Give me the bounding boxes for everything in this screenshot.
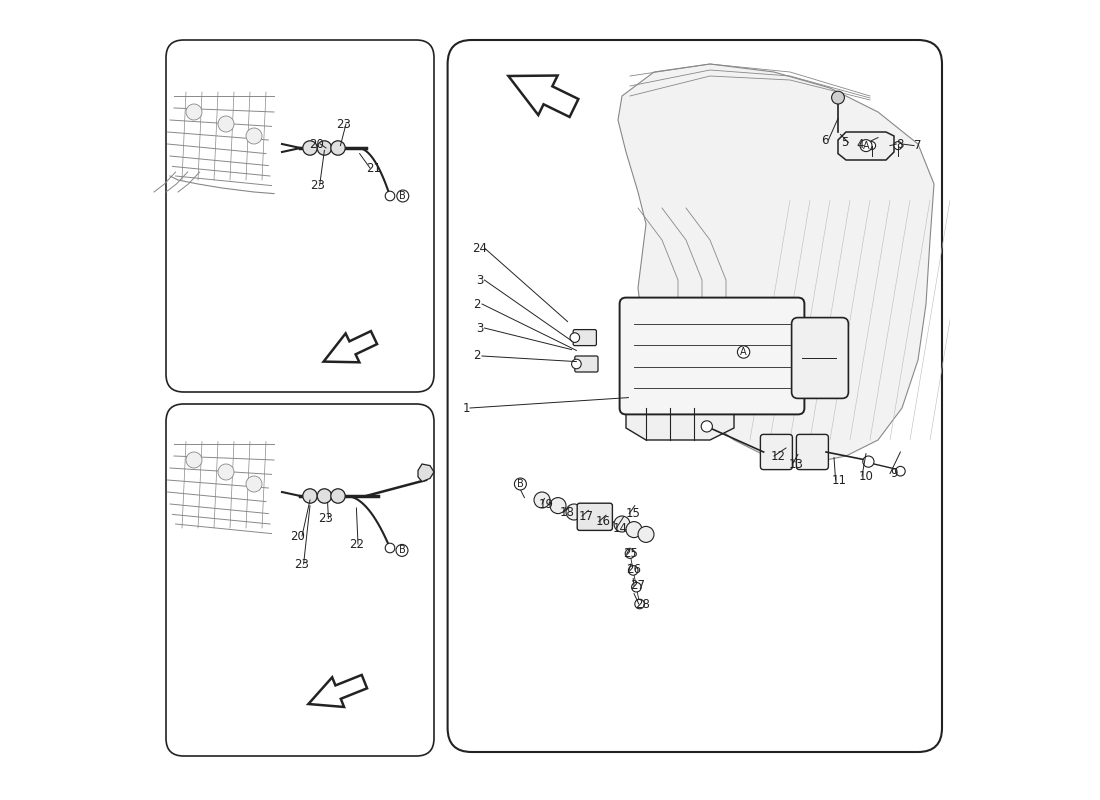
Polygon shape [323,331,377,362]
Circle shape [331,489,345,503]
Text: 11: 11 [832,474,847,486]
Circle shape [631,582,641,592]
Text: 15: 15 [626,507,640,520]
Polygon shape [838,132,894,160]
Circle shape [572,359,581,369]
Text: 13: 13 [789,458,804,470]
Circle shape [566,504,582,520]
Text: B: B [398,546,406,555]
Text: 2: 2 [473,298,480,310]
Text: 24: 24 [472,242,487,254]
FancyBboxPatch shape [575,356,598,372]
Text: 27: 27 [630,579,646,592]
Text: 21: 21 [366,162,382,174]
Polygon shape [508,75,579,117]
Circle shape [246,476,262,492]
Circle shape [570,333,580,342]
Polygon shape [418,464,434,482]
Text: 23: 23 [319,512,333,525]
FancyBboxPatch shape [573,330,596,346]
FancyBboxPatch shape [760,434,792,470]
Circle shape [246,128,262,144]
Circle shape [302,489,317,503]
FancyBboxPatch shape [619,298,804,414]
Text: 23: 23 [295,558,309,570]
Circle shape [550,498,566,514]
FancyBboxPatch shape [448,40,942,752]
Text: 20: 20 [290,530,306,542]
Polygon shape [626,408,734,440]
Text: 5: 5 [840,136,848,149]
Text: 1: 1 [462,402,470,414]
Circle shape [625,549,635,558]
Text: euro: euro [272,199,324,233]
Circle shape [385,191,395,201]
Text: B: B [517,479,524,489]
Text: 17: 17 [579,510,594,522]
Circle shape [186,104,202,120]
Text: spares: spares [284,220,360,260]
Text: 18: 18 [560,506,575,518]
Circle shape [832,91,845,104]
Circle shape [582,508,598,524]
Circle shape [317,141,331,155]
Text: A: A [740,347,747,357]
Circle shape [894,142,902,150]
Text: 9: 9 [890,467,898,480]
Text: 20: 20 [309,138,323,150]
Text: 8: 8 [896,138,904,150]
Circle shape [614,516,630,532]
Text: euro: euro [663,200,740,248]
Text: 23: 23 [337,118,351,130]
Text: B: B [399,191,406,201]
Circle shape [895,466,905,476]
Text: spares: spares [284,582,360,622]
Polygon shape [618,64,934,464]
Text: 22: 22 [349,538,364,550]
Circle shape [626,522,642,538]
Text: 3: 3 [476,322,483,334]
Text: euro: euro [663,456,740,504]
Text: 10: 10 [859,470,873,482]
FancyBboxPatch shape [792,318,848,398]
Polygon shape [308,675,367,707]
Text: 7: 7 [914,139,922,152]
FancyBboxPatch shape [166,40,434,392]
Text: 25: 25 [624,547,638,560]
FancyBboxPatch shape [796,434,828,470]
Circle shape [385,543,395,553]
Text: A: A [862,141,869,150]
Circle shape [302,141,317,155]
Circle shape [862,456,874,467]
Circle shape [701,421,713,432]
Circle shape [596,512,613,528]
Text: spares: spares [696,482,804,542]
Text: 14: 14 [613,522,628,534]
Circle shape [186,452,202,468]
Text: 3: 3 [476,274,483,286]
Text: euro: euro [272,563,324,597]
Text: 23: 23 [310,179,326,192]
Text: 26: 26 [626,563,640,576]
Text: 28: 28 [636,598,650,610]
Text: 2: 2 [473,350,480,362]
Circle shape [534,492,550,508]
Text: spares: spares [696,226,804,286]
Text: 12: 12 [770,450,785,462]
Circle shape [635,599,645,609]
Circle shape [638,526,654,542]
Text: 19: 19 [539,498,553,510]
Circle shape [218,464,234,480]
Circle shape [868,142,876,150]
FancyBboxPatch shape [166,404,434,756]
Circle shape [317,489,331,503]
Circle shape [331,141,345,155]
Text: 4: 4 [857,138,865,150]
Text: 16: 16 [595,515,610,528]
Text: 6: 6 [821,134,828,146]
FancyBboxPatch shape [578,503,613,530]
Circle shape [218,116,234,132]
Circle shape [628,566,638,575]
